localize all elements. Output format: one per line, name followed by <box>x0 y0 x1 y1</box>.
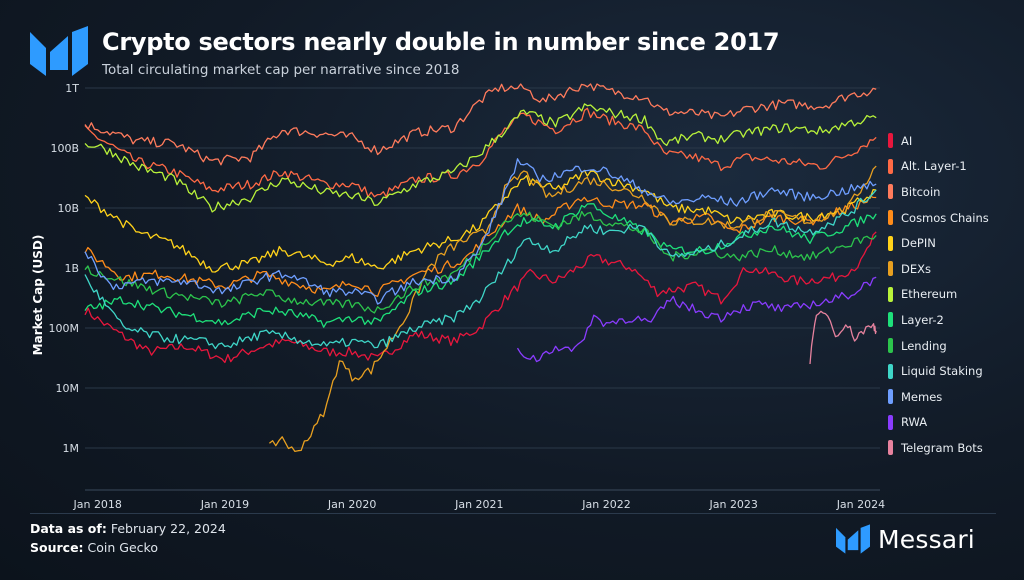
legend-label: Ethereum <box>901 287 958 302</box>
series-line-rwa <box>516 276 877 363</box>
data-as-of-label: Data as of: <box>30 521 107 536</box>
x-tick-label: Jan 2024 <box>836 498 885 511</box>
legend-item: Lending <box>888 333 989 359</box>
chart-legend: AI Alt. Layer-1 Bitcoin Cosmos Chains DePIN D… <box>888 128 989 461</box>
series-line-memes <box>84 158 877 305</box>
legend-swatch <box>888 338 893 354</box>
series-line-ethereum <box>84 103 877 213</box>
data-as-of-value: February 22, 2024 <box>110 521 226 536</box>
legend-swatch <box>888 363 893 379</box>
legend-label: DEXs <box>901 261 931 276</box>
series-line-dexs <box>268 165 877 453</box>
series-line-telegram-bots <box>809 310 877 365</box>
legend-label: Memes <box>901 389 943 404</box>
chart-subtitle: Total circulating market cap per narrati… <box>102 62 460 78</box>
series-line-bitcoin <box>84 83 877 166</box>
footer-divider <box>30 513 996 514</box>
x-tick-label: Jan 2022 <box>581 498 630 511</box>
y-tick-label: 100M <box>49 322 80 335</box>
messari-brand-icon <box>836 524 870 554</box>
legend-swatch <box>888 389 893 405</box>
y-tick-label: 1B <box>64 262 79 275</box>
legend-item: Cosmos Chains <box>888 205 989 231</box>
y-tick-label: 100B <box>50 142 79 155</box>
legend-label: RWA <box>901 415 928 430</box>
legend-swatch <box>888 158 893 174</box>
data-as-of: Data as of: February 22, 2024 <box>30 521 226 536</box>
series-line-ai <box>84 231 877 364</box>
legend-item: Alt. Layer-1 <box>888 154 989 180</box>
x-tick-label: Jan 2020 <box>327 498 376 511</box>
legend-label: Telegram Bots <box>901 440 983 455</box>
legend-label: DePIN <box>901 236 936 251</box>
legend-item: Layer-2 <box>888 307 989 333</box>
legend-item: Telegram Bots <box>888 435 989 461</box>
y-tick-label: 1T <box>65 82 79 95</box>
messari-logo-icon <box>30 26 88 76</box>
series-line-alt-layer-1 <box>84 107 877 198</box>
series-line-liquid-staking <box>84 189 877 350</box>
y-tick-label: 10M <box>56 382 80 395</box>
legend-swatch <box>888 414 893 430</box>
y-axis-label: Market Cap (USD) <box>31 235 45 356</box>
legend-label: Cosmos Chains <box>901 210 989 225</box>
legend-swatch <box>888 184 893 200</box>
legend-item: Bitcoin <box>888 179 989 205</box>
legend-label: Liquid Staking <box>901 364 983 379</box>
x-tick-label: Jan 2023 <box>708 498 757 511</box>
source-label: Source: <box>30 540 84 555</box>
y-tick-label: 10B <box>57 202 79 215</box>
series-line-layer-2 <box>84 203 877 328</box>
legend-label: Alt. Layer-1 <box>901 159 967 174</box>
legend-swatch <box>888 261 893 277</box>
brand: Messari <box>836 524 975 554</box>
source: Source: Coin Gecko <box>30 540 158 555</box>
legend-item: Liquid Staking <box>888 358 989 384</box>
legend-item: Ethereum <box>888 282 989 308</box>
legend-label: Layer-2 <box>901 312 944 327</box>
legend-label: Lending <box>901 338 947 353</box>
legend-swatch <box>888 133 893 149</box>
legend-label: AI <box>901 133 913 148</box>
legend-item: AI <box>888 128 989 154</box>
x-tick-label: Jan 2018 <box>72 498 121 511</box>
legend-swatch <box>888 286 893 302</box>
y-tick-label: 1M <box>63 442 80 455</box>
legend-label: Bitcoin <box>901 184 941 199</box>
brand-name: Messari <box>878 524 975 554</box>
legend-swatch <box>888 210 893 226</box>
legend-swatch <box>888 440 893 456</box>
legend-item: RWA <box>888 410 989 436</box>
legend-item: Memes <box>888 384 989 410</box>
legend-item: DEXs <box>888 256 989 282</box>
source-value: Coin Gecko <box>87 540 158 555</box>
series-line-lending <box>84 210 877 314</box>
chart-title: Crypto sectors nearly double in number s… <box>102 28 780 56</box>
legend-swatch <box>888 235 893 251</box>
legend-item: DePIN <box>888 230 989 256</box>
x-tick-label: Jan 2019 <box>200 498 249 511</box>
legend-swatch <box>888 312 893 328</box>
x-tick-label: Jan 2021 <box>454 498 503 511</box>
